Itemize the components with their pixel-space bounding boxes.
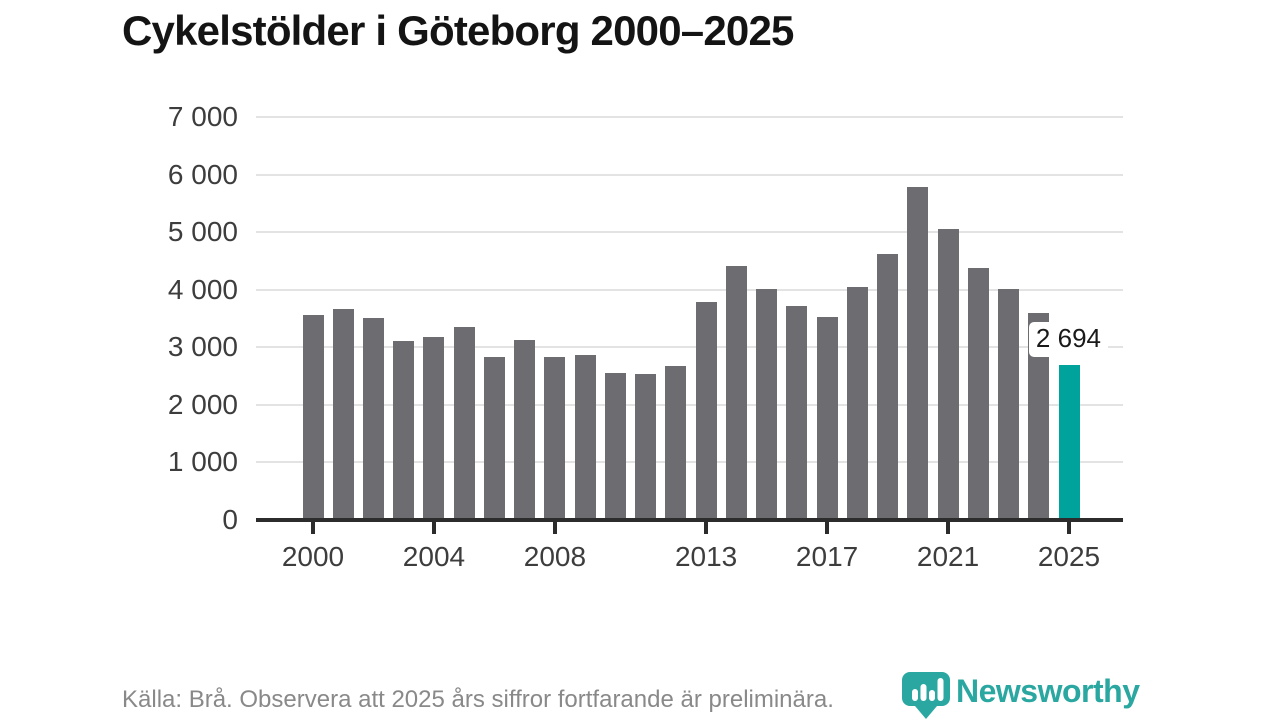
- x-axis-tick-2025: [1067, 522, 1071, 534]
- bar-2016: [786, 305, 808, 520]
- x-axis-tick-2017: [825, 522, 830, 534]
- bar-2004: [423, 336, 445, 520]
- gridline-1000: [256, 461, 1123, 464]
- y-axis-label: 1 000: [167, 446, 238, 478]
- x-axis-tick-2013: [704, 522, 709, 534]
- gridline-7000: [256, 116, 1123, 118]
- x-axis-label: 2021: [916, 541, 980, 572]
- y-axis-label: 6 000: [167, 158, 238, 190]
- y-axis-label: 0: [222, 504, 238, 535]
- bar-2023: [998, 288, 1020, 520]
- gridline-4000: [256, 288, 1123, 291]
- highlight-value-label: 2 694: [1028, 322, 1108, 357]
- gridline-3000: [256, 346, 1123, 349]
- bar-2007: [514, 340, 536, 520]
- bar-2022: [967, 267, 989, 520]
- bar-2018: [846, 286, 868, 520]
- bar-2014: [725, 266, 747, 520]
- newsworthy-wordmark: Newsworthy: [956, 673, 1140, 709]
- bar-2024: [1028, 313, 1050, 520]
- y-axis-label: 4 000: [167, 273, 238, 305]
- bar-2017: [816, 316, 838, 520]
- bar-2012: [665, 366, 687, 520]
- x-axis-tick-2000: [311, 522, 315, 534]
- gridline-6000: [256, 173, 1123, 176]
- x-axis-label: 2008: [523, 541, 587, 572]
- x-axis-tick-2008: [552, 522, 557, 534]
- bar-2011: [635, 373, 657, 520]
- x-axis-tick-2004: [431, 522, 436, 534]
- source-note: Källa: Brå. Observera att 2025 års siffr…: [122, 686, 834, 713]
- bar-2013: [695, 301, 717, 520]
- chart-title: Cykelstölder i Göteborg 2000–2025: [122, 7, 794, 54]
- bar-2003: [393, 340, 415, 520]
- bar-2015: [756, 288, 778, 520]
- x-axis-tick-2021: [946, 522, 951, 534]
- bar-2010: [604, 373, 626, 520]
- bar-2001: [332, 309, 354, 520]
- bar-2025: [1058, 364, 1080, 520]
- bar-2009: [574, 355, 596, 520]
- x-axis-label: 2000: [281, 541, 345, 572]
- gridline-2000: [256, 403, 1123, 406]
- y-axis-label: 3 000: [167, 331, 238, 363]
- newsworthy-pin-icon: [902, 672, 950, 720]
- y-axis-label: 5 000: [167, 216, 238, 248]
- x-axis-line: [256, 518, 1123, 522]
- bar-2021: [937, 229, 959, 520]
- bar-2005: [453, 327, 475, 520]
- bar-2006: [483, 357, 505, 520]
- x-axis-label: 2004: [402, 541, 466, 572]
- bar-2020: [907, 187, 929, 520]
- gridline-5000: [256, 231, 1123, 234]
- bar-2002: [362, 317, 384, 520]
- x-axis-label: 2013: [674, 541, 738, 572]
- bar-2008: [544, 357, 566, 520]
- bar-2000: [302, 315, 324, 520]
- newsworthy-logo: Newsworthy: [902, 672, 1140, 720]
- bar-2019: [877, 254, 899, 520]
- x-axis-label: 2017: [795, 541, 859, 572]
- x-axis-label: 2025: [1037, 541, 1101, 572]
- y-axis-label: 2 000: [167, 388, 238, 420]
- y-axis-label: 7 000: [167, 101, 238, 132]
